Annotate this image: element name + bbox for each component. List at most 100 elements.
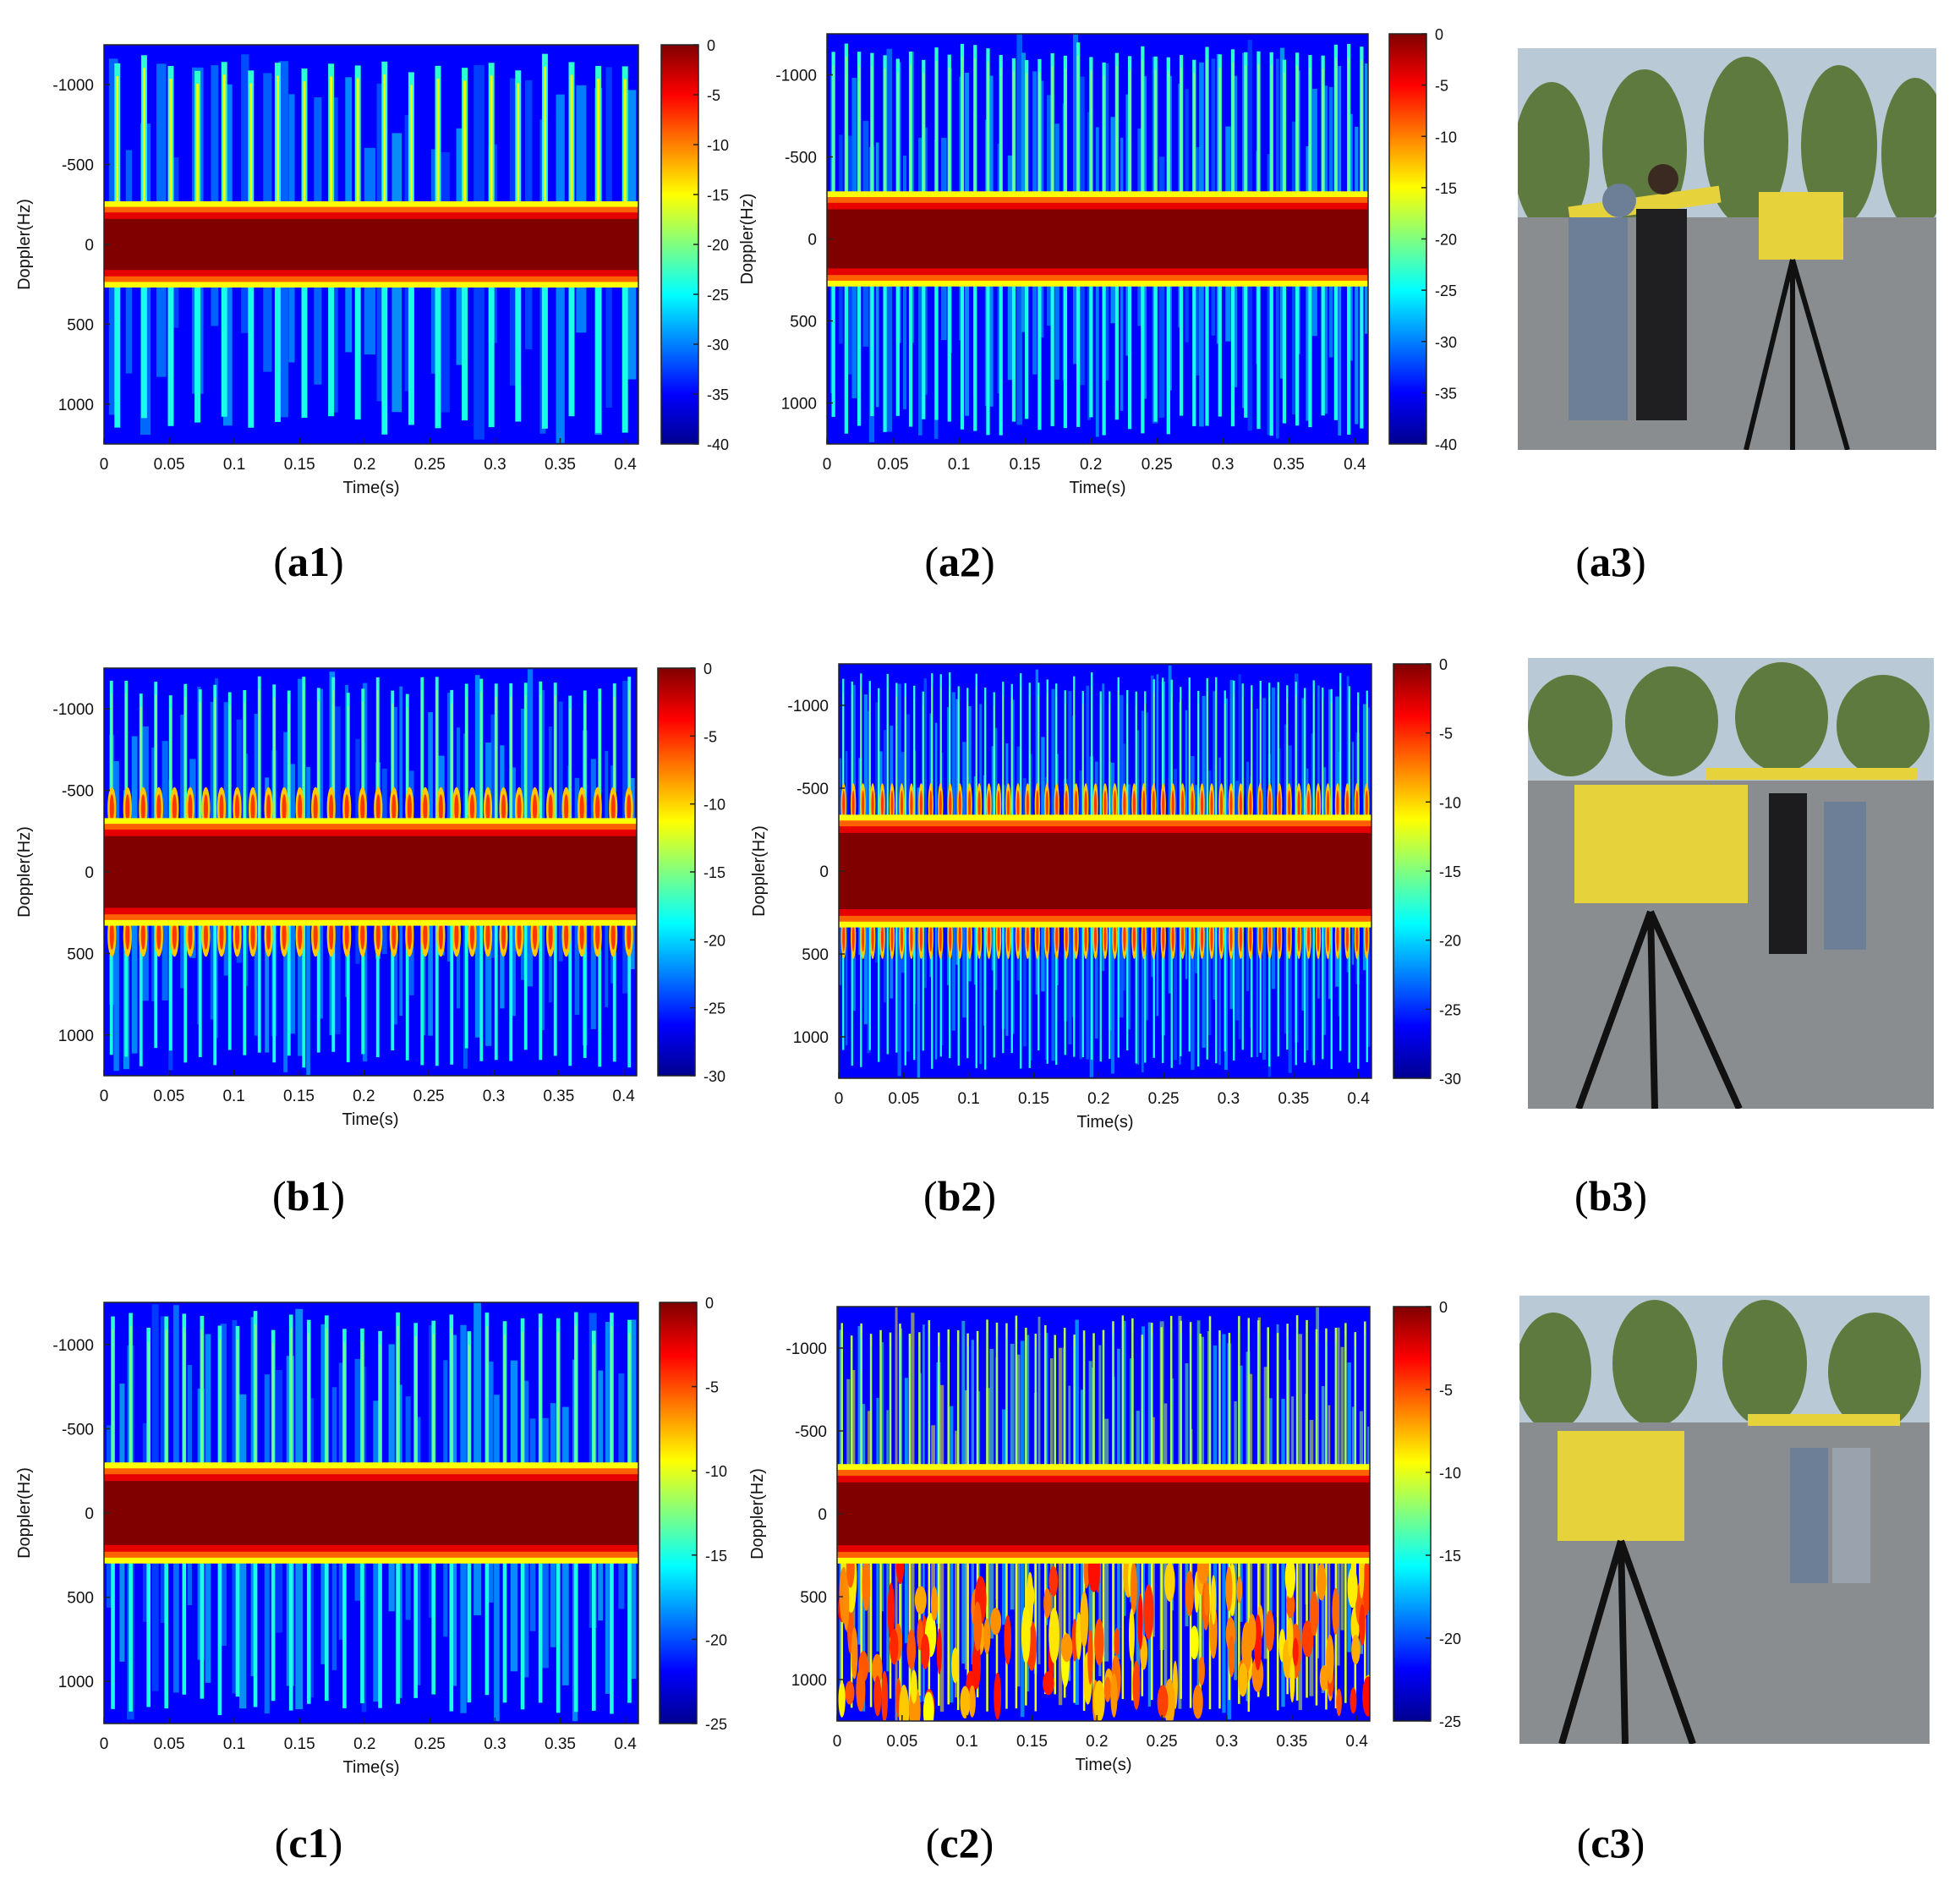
- stripe-lower: [129, 1551, 133, 1712]
- wave-core: [517, 794, 522, 823]
- wave-core: [987, 790, 991, 819]
- stripe-lower: [1348, 915, 1350, 1063]
- wave-core: [1210, 923, 1213, 952]
- stripe-upper-core: [480, 692, 483, 830]
- wave-core: [1055, 790, 1059, 819]
- colorbar-tick-label: -10: [707, 137, 729, 154]
- stripe-upper-core: [1215, 690, 1217, 827]
- stripe-lower: [509, 914, 513, 1061]
- wave-core: [469, 921, 474, 950]
- stripe-lower: [938, 1552, 940, 1706]
- stripe-lower: [435, 276, 441, 429]
- zero-doppler-band: [104, 1481, 638, 1545]
- stripe-lower: [1135, 915, 1137, 1064]
- stripe-lower: [610, 1551, 614, 1714]
- x-tick-label: 0.3: [484, 456, 506, 474]
- noise-blob: [1351, 1634, 1361, 1665]
- stripe-upper-core: [450, 1328, 452, 1475]
- stripe-lower: [325, 1551, 329, 1702]
- y-tick-label: -500: [785, 150, 817, 167]
- wave-core: [1365, 790, 1368, 819]
- stripe-lower: [840, 1552, 843, 1696]
- wave-core: [595, 921, 600, 950]
- stripe-lower: [947, 275, 951, 422]
- y-tick-label: 0: [85, 237, 94, 255]
- stripe-lower: [1076, 275, 1081, 427]
- stripe-upper-core: [860, 686, 862, 827]
- stripe-upper-core: [468, 1345, 470, 1475]
- stripe-upper-core: [273, 697, 276, 830]
- caption-a2: (a2): [924, 538, 995, 585]
- stripe-upper-core: [871, 66, 873, 203]
- wave-core: [1317, 790, 1320, 819]
- noise-blob: [1292, 1637, 1299, 1667]
- stripe-upper-core: [1286, 698, 1288, 827]
- stripe-lower: [361, 914, 365, 1055]
- wave-core: [1239, 790, 1242, 819]
- x-tick-label: 0.2: [353, 456, 375, 474]
- wave-core: [871, 790, 874, 819]
- wave-core: [564, 794, 569, 823]
- stripe-upper-core: [918, 1345, 920, 1476]
- stripe-upper-core: [1295, 694, 1297, 827]
- wave-core: [890, 790, 894, 819]
- stripe-lower: [1102, 1552, 1105, 1707]
- stripe-lower: [1304, 915, 1306, 1063]
- noise-blob: [862, 1556, 871, 1611]
- stripe-upper-core: [1242, 696, 1244, 827]
- colorbar-tick-label: -10: [1435, 129, 1457, 145]
- y-tick-label: -1000: [52, 1337, 94, 1355]
- photo-b3-illustration: [1528, 658, 1934, 1109]
- stripe-upper-core: [623, 79, 627, 213]
- stripe-upper-core: [1284, 73, 1285, 203]
- wave-core: [1278, 790, 1281, 819]
- stripe-upper-core: [196, 83, 199, 213]
- stripe-upper-core: [544, 66, 546, 213]
- wave-core: [929, 790, 933, 819]
- stripe-lower: [1215, 915, 1218, 1064]
- wave-core: [1036, 923, 1039, 952]
- stripe-upper-core: [1344, 1336, 1346, 1476]
- wave-core: [1326, 790, 1330, 819]
- stripe-upper-core: [987, 61, 989, 203]
- stripe-upper-core: [1296, 65, 1299, 203]
- wave-core: [266, 921, 271, 950]
- stripe-lower: [1256, 275, 1261, 430]
- stripe-lower: [1109, 915, 1111, 1060]
- stripe-upper-core: [996, 1335, 998, 1476]
- wave-core: [423, 794, 428, 823]
- stripe-upper-core: [1366, 704, 1368, 827]
- wave-core: [1036, 790, 1039, 819]
- x-tick-label: 0.2: [1080, 456, 1102, 474]
- stripe-upper-core: [832, 64, 835, 203]
- zero-doppler-band: [837, 1482, 1370, 1546]
- stripe-upper-core: [524, 695, 527, 830]
- wave-core: [109, 794, 114, 823]
- stripe-lower: [1347, 275, 1351, 435]
- stripe-upper-core: [1144, 704, 1146, 827]
- wave-core: [880, 923, 884, 952]
- noise-blob: [1157, 1685, 1169, 1718]
- colorbar-tick-label: 0: [1435, 26, 1443, 43]
- stripe-upper-core: [249, 83, 253, 213]
- x-axis-label: Time(s): [342, 479, 399, 497]
- stripe-upper-core: [1093, 1346, 1095, 1476]
- noise-blob: [1362, 1676, 1370, 1717]
- stripe-upper-core: [858, 64, 860, 203]
- chart-c1: 0 0.05 0.1 0.15 0.2 0.25 0.3 0.35 0.4 -1000 -500 0 5…: [15, 1295, 727, 1777]
- stripe-upper-core: [1090, 69, 1092, 203]
- stripe-upper-core: [554, 695, 556, 830]
- stripe-lower: [1126, 915, 1129, 1051]
- wave-core: [610, 794, 616, 823]
- wave-core: [1229, 790, 1233, 819]
- wave-core: [929, 923, 933, 952]
- y-tick-label: 0: [85, 864, 94, 882]
- wave-core: [890, 923, 894, 952]
- stripe-lower: [1276, 1552, 1279, 1711]
- wave-core: [156, 794, 162, 823]
- colorbar-tick-label: -20: [705, 1631, 727, 1648]
- wave-core: [250, 794, 255, 823]
- colorbar-tick-label: -30: [707, 337, 729, 354]
- stripe-upper-core: [510, 696, 512, 830]
- wave-core: [579, 921, 584, 950]
